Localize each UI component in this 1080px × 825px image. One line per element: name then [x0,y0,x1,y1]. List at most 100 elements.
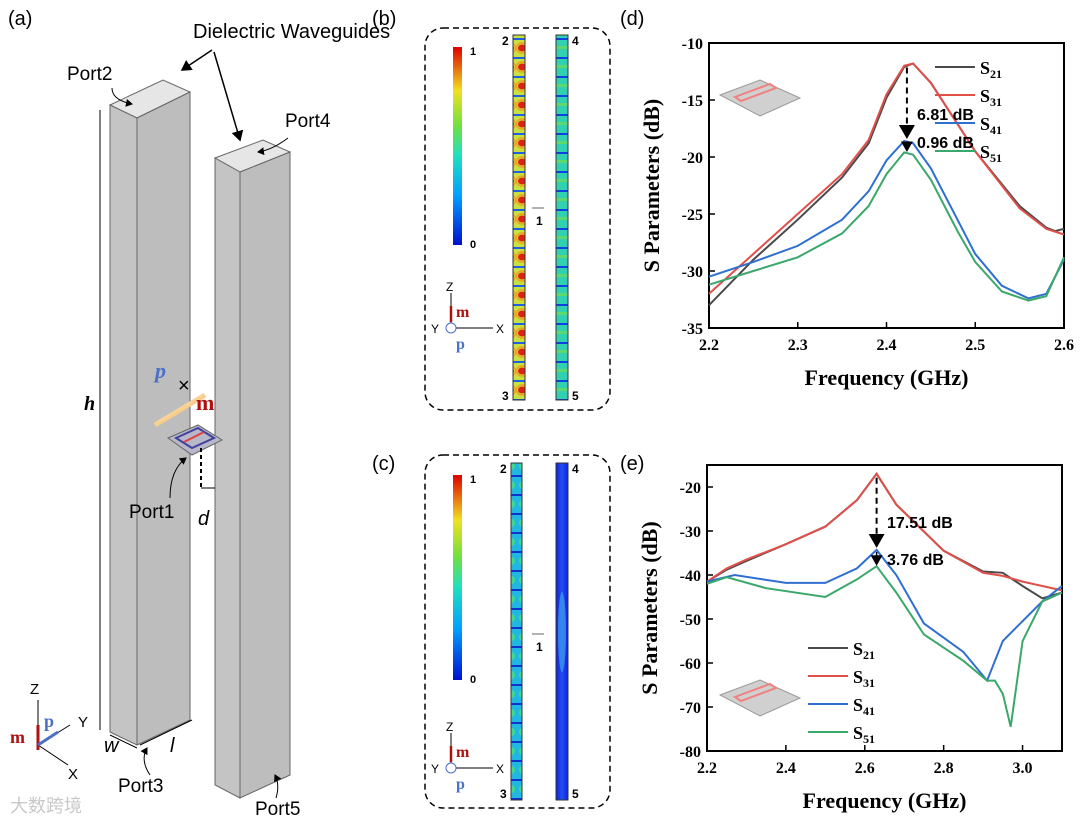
port4-label: Port4 [285,111,331,132]
legend-label-S21: S21 [980,58,1002,81]
chart-e: (e) 2.2 2.4 2.6 2.8 3.0 -80 -70 -60 -50 -40 -30 -20 F… [620,453,1063,813]
p-axis-label: p [456,776,465,793]
port-3-label: 3 [500,787,507,801]
y-tick-label: -10 [682,36,703,53]
p-label: p [153,358,166,383]
z-axis-label: Z [446,720,453,734]
legend-label-S41: S41 [853,695,875,718]
x-tick-label: 2.6 [855,760,875,777]
m-axis-label: m [456,744,470,761]
x-tick-label: 2.4 [776,760,796,777]
x-axis-label: X [68,766,78,783]
x-tick-label: 2.2 [697,760,717,777]
annotation-label: 3.76 dB [887,552,944,569]
y-tick-label: -20 [680,480,701,497]
series-line-S31 [706,472,1063,592]
y-tick-label: -40 [680,568,701,585]
axes-triad-c: Z Y X m p [431,720,504,793]
colorbar-min: 0 [470,239,476,251]
legend-label-S41: S41 [980,114,1002,137]
colorbar-min: 0 [470,674,476,686]
port2-label: Port2 [67,64,112,85]
antenna-inset-icon [718,79,802,117]
x-tick-label: 2.2 [699,337,719,354]
port-2-label: 2 [502,34,509,48]
colorbar [453,47,462,245]
panel-b: (b) 1 0 1 2 3 4 5 Z Y X m p [372,8,611,411]
legend-label-S51: S51 [980,142,1002,165]
colorbar-max: 1 [470,474,476,486]
x-tick-label: 2.5 [965,337,985,354]
series-line-S51 [708,151,1065,302]
watermark: 大数跨境 [10,796,82,816]
y-axis-label: Y [78,714,88,731]
annotation-label: 0.96 dB [917,135,974,152]
waveguides-title: Dielectric Waveguides [193,21,390,43]
panel-label: (d) [620,8,644,30]
panel-c-label: (c) [372,453,395,475]
x-axis-label: X [496,762,504,776]
antenna-inset-icon [718,679,802,717]
port-4-label: 4 [572,462,579,476]
chart-d: (d) 2.2 2.3 2.4 2.5 2.6 -35 -30 -25 -20 -15 -10 Freq… [620,8,1074,390]
x-tick-label: 2.6 [1054,337,1074,354]
m-axis-label: m [456,304,470,321]
axes-triad-b: Z Y X m p [431,280,504,353]
pointer-arrow [180,49,213,71]
w-label: w [104,735,120,757]
p-axis-label: p [456,336,465,353]
legend-label-S21: S21 [853,639,875,662]
port5-label: Port5 [255,799,300,820]
panel-a-label: (a) [8,8,32,30]
y-axis-label: Y [431,762,439,776]
field-strip-port2-3 [510,462,523,801]
x-tick-label: 2.4 [877,337,897,354]
port3-label: Port3 [118,776,163,797]
plot-frame [706,464,1063,752]
y-axis-title: S Parameters (dB) [637,521,662,695]
l-label: l [170,735,175,757]
y-tick-label: -30 [682,264,703,281]
legend-label-S31: S31 [853,667,875,690]
colorbar [453,475,462,680]
y-axis-label: Y [431,322,439,336]
x-axis-label: X [496,322,504,336]
antenna-port1 [166,424,224,456]
series-line-S41 [708,139,1065,300]
waveguide-right [213,139,292,799]
field-strip-port2-3 [512,34,526,401]
panel-c: (c) 1 0 1 2 3 4 5 Z Y X m p [372,453,611,809]
y-tick-label: -20 [682,150,703,167]
d-label: d [198,508,210,530]
y-tick-label: -35 [682,321,703,338]
legend-label-S31: S31 [980,86,1002,109]
colorbar-max: 1 [470,46,476,58]
y-tick-label: -60 [680,656,701,673]
series-line-S31 [708,62,1065,295]
antenna-inset-feed [732,682,779,703]
port-5-label: 5 [572,389,579,403]
port-1-label: 1 [536,214,543,228]
cross-label: × [178,375,190,397]
x-axis-title: Frequency (GHz) [803,788,967,813]
m-axis-label: m [10,727,25,747]
z-axis-label: Z [446,280,453,294]
y-tick-label: -15 [682,93,703,110]
y-axis-title: S Parameters (dB) [639,99,664,273]
x-tick-label: 3.0 [1013,760,1033,777]
y-tick-label: -70 [680,700,701,717]
y-tick-label: -80 [680,744,701,761]
series-line-S51 [706,564,1063,728]
annotation-label: 17.51 dB [887,515,953,532]
axes-triad-a: Z Y X m p [10,681,88,783]
y-tick-label: -25 [682,207,703,224]
port-3-label: 3 [502,389,509,403]
panel-label: (e) [620,453,644,475]
z-axis-label: Z [30,681,39,698]
port1-label: Port1 [129,502,174,523]
antenna-inset-feed [732,82,779,103]
legend-label-S51: S51 [853,723,875,746]
port-2-label: 2 [500,462,507,476]
port-5-label: 5 [572,787,579,801]
